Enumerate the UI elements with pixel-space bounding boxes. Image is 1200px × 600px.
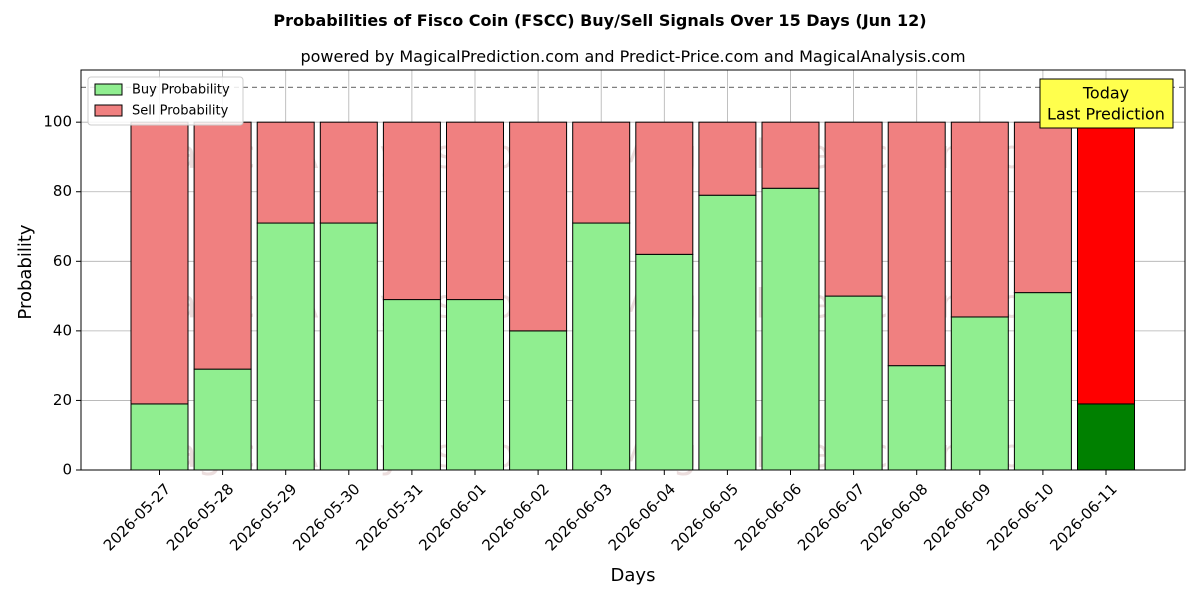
bar-sell-2026-06-01 xyxy=(446,121,504,301)
bar-sell-2026-06-11 xyxy=(1077,121,1135,405)
y-axis-label: Probability xyxy=(15,224,36,319)
x-tick-label: 2026-05-31 xyxy=(352,480,426,554)
bar-buy-2026-06-07 xyxy=(824,295,883,471)
bar-sell-2026-05-27 xyxy=(130,121,189,405)
y-tick-label: 60 xyxy=(53,252,72,270)
bar-buy-2026-06-08 xyxy=(887,365,946,471)
annotation-text: Last Prediction xyxy=(1047,105,1165,124)
annotation-box xyxy=(1039,78,1174,129)
y-tick-label: 40 xyxy=(53,321,72,339)
legend-label: Sell Probability xyxy=(132,104,229,119)
y-tick-label: 20 xyxy=(53,391,72,409)
bar-sell-2026-06-02 xyxy=(509,121,568,332)
bar-buy-2026-05-27 xyxy=(130,403,189,471)
bar-buy-2026-06-11 xyxy=(1077,403,1135,471)
bar-buy-2026-06-06 xyxy=(761,187,820,471)
x-tick-label: 2026-06-11 xyxy=(1046,480,1120,554)
bar-buy-2026-06-02 xyxy=(509,330,568,471)
annotation-text: Today xyxy=(1082,84,1129,103)
y-tick-label: 100 xyxy=(43,113,72,131)
x-tick-label: 2026-06-06 xyxy=(731,480,805,554)
bar-buy-2026-06-09 xyxy=(950,316,1009,471)
x-tick-label: 2026-06-02 xyxy=(478,480,552,554)
bar-buy-2026-05-31 xyxy=(382,299,441,471)
x-axis-label: Days xyxy=(611,565,656,586)
bar-sell-2026-06-06 xyxy=(761,121,820,189)
bar-buy-2026-06-03 xyxy=(572,222,631,471)
bar-sell-2026-06-03 xyxy=(572,121,631,224)
bar-sell-2026-05-29 xyxy=(256,121,315,224)
bar-buy-2026-05-28 xyxy=(193,368,252,471)
bar-buy-2026-06-01 xyxy=(446,299,504,471)
today-annotation: Today Last Prediction xyxy=(1039,78,1174,129)
legend: Buy Probability Sell Probability xyxy=(87,76,244,126)
bar-sell-2026-06-09 xyxy=(950,121,1009,318)
y-axis: 0 20 40 60 80 100 xyxy=(43,113,81,479)
x-tick-label: 2026-06-04 xyxy=(605,480,679,554)
x-tick-label: 2026-06-01 xyxy=(415,480,489,554)
bar-sell-2026-06-07 xyxy=(824,121,883,297)
bars xyxy=(130,121,1135,471)
bar-sell-2026-05-28 xyxy=(193,121,252,370)
legend-label: Buy Probability xyxy=(132,83,230,98)
x-tick-label: 2026-06-08 xyxy=(857,480,931,554)
bar-sell-2026-05-30 xyxy=(319,121,378,224)
y-tick-label: 0 xyxy=(62,461,72,479)
x-tick-label: 2026-05-30 xyxy=(289,480,363,554)
legend-swatch xyxy=(94,104,123,117)
x-tick-label: 2026-06-03 xyxy=(542,480,616,554)
x-tick-label: 2026-06-10 xyxy=(983,480,1057,554)
x-tick-label: 2026-06-05 xyxy=(668,480,742,554)
bar-buy-2026-05-30 xyxy=(319,222,378,471)
x-tick-label: 2026-05-29 xyxy=(226,480,300,554)
bar-buy-2026-06-05 xyxy=(698,194,757,471)
bar-sell-2026-06-04 xyxy=(635,121,694,255)
legend-box xyxy=(87,76,244,126)
plot-frame xyxy=(80,69,1186,471)
x-axis: 2026-05-272026-05-282026-05-292026-05-30… xyxy=(100,470,1121,554)
bar-buy-2026-05-29 xyxy=(256,222,315,471)
chart-title: Probabilities of Fisco Coin (FSCC) Buy/S… xyxy=(273,11,926,30)
legend-swatch xyxy=(94,83,123,96)
bar-sell-2026-06-10 xyxy=(1013,121,1072,294)
y-tick-label: 80 xyxy=(53,182,72,200)
bar-sell-2026-06-08 xyxy=(887,121,946,367)
x-tick-label: 2026-06-07 xyxy=(794,480,868,554)
bar-buy-2026-06-04 xyxy=(635,253,694,471)
bar-buy-2026-06-10 xyxy=(1013,292,1072,471)
x-tick-label: 2026-05-27 xyxy=(100,480,174,554)
x-tick-label: 2026-06-09 xyxy=(920,480,994,554)
x-tick-label: 2026-05-28 xyxy=(163,480,237,554)
bar-sell-2026-05-31 xyxy=(382,121,441,301)
chart-subtitle: powered by MagicalPrediction.com and Pre… xyxy=(300,47,965,66)
bar-sell-2026-06-05 xyxy=(698,121,757,196)
